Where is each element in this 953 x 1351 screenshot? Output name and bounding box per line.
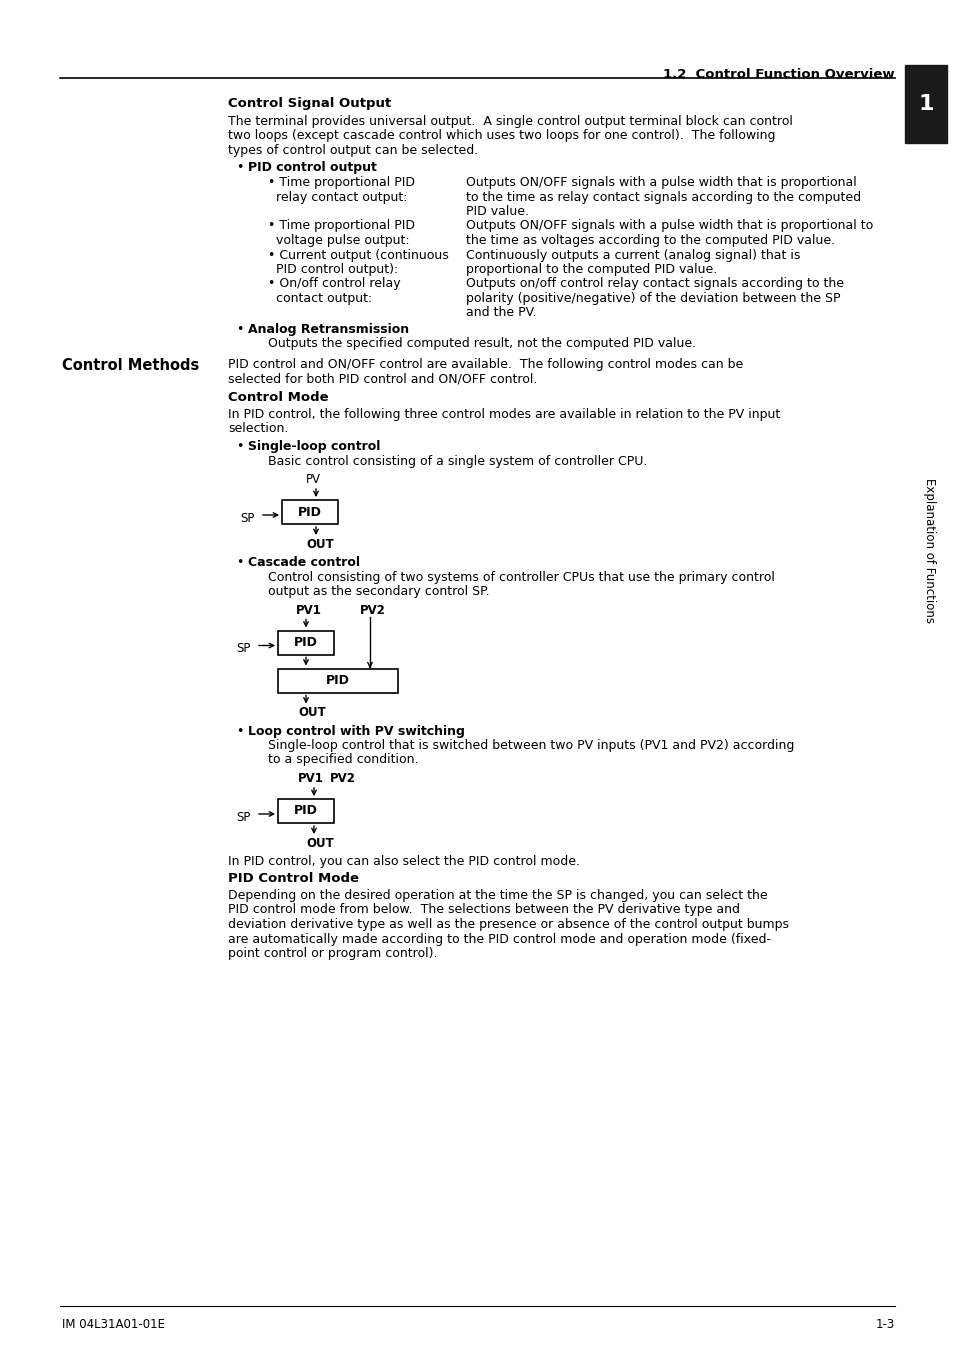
- Text: 1: 1: [918, 95, 933, 113]
- Text: Basic control consisting of a single system of controller CPU.: Basic control consisting of a single sys…: [268, 454, 647, 467]
- Text: to the time as relay contact signals according to the computed: to the time as relay contact signals acc…: [465, 190, 861, 204]
- Bar: [282, 500, 337, 524]
- Text: deviation derivative type as well as the presence or absence of the control outp: deviation derivative type as well as the…: [228, 917, 788, 931]
- Text: Explanation of Functions: Explanation of Functions: [923, 477, 936, 623]
- Text: PID: PID: [294, 636, 317, 648]
- Text: •: •: [235, 724, 243, 738]
- Text: point control or program control).: point control or program control).: [228, 947, 437, 961]
- Text: PV: PV: [306, 473, 320, 486]
- Text: 1.2  Control Function Overview: 1.2 Control Function Overview: [662, 68, 894, 81]
- Text: Loop control with PV switching: Loop control with PV switching: [248, 724, 464, 738]
- Text: OUT: OUT: [306, 838, 334, 850]
- Text: PV1: PV1: [297, 771, 323, 785]
- Text: Continuously outputs a current (analog signal) that is: Continuously outputs a current (analog s…: [465, 249, 800, 262]
- Text: Cascade control: Cascade control: [248, 557, 359, 569]
- Text: types of control output can be selected.: types of control output can be selected.: [228, 145, 477, 157]
- Text: PID: PID: [297, 505, 321, 519]
- Text: the time as voltages according to the computed PID value.: the time as voltages according to the co…: [465, 234, 834, 247]
- Text: PV1: PV1: [295, 604, 321, 616]
- Text: PV2: PV2: [330, 771, 355, 785]
- Text: •: •: [235, 440, 243, 453]
- Text: Depending on the desired operation at the time the SP is changed, you can select: Depending on the desired operation at th…: [228, 889, 767, 902]
- Text: Control Signal Output: Control Signal Output: [228, 97, 391, 109]
- Text: and the PV.: and the PV.: [465, 307, 536, 319]
- Text: proportional to the computed PID value.: proportional to the computed PID value.: [465, 263, 717, 276]
- Text: Control Mode: Control Mode: [228, 390, 328, 404]
- Text: •: •: [235, 323, 243, 336]
- Text: Outputs the specified computed result, not the computed PID value.: Outputs the specified computed result, n…: [268, 338, 696, 350]
- Text: are automatically made according to the PID control mode and operation mode (fix: are automatically made according to the …: [228, 932, 770, 946]
- Text: In PID control, you can also select the PID control mode.: In PID control, you can also select the …: [228, 855, 579, 867]
- Text: PV2: PV2: [359, 604, 385, 616]
- Text: Control consisting of two systems of controller CPUs that use the primary contro: Control consisting of two systems of con…: [268, 570, 774, 584]
- Text: contact output:: contact output:: [268, 292, 372, 305]
- Text: PID value.: PID value.: [465, 205, 529, 218]
- Text: Outputs on/off control relay contact signals according to the: Outputs on/off control relay contact sig…: [465, 277, 843, 290]
- Text: Outputs ON/OFF signals with a pulse width that is proportional to: Outputs ON/OFF signals with a pulse widt…: [465, 219, 872, 232]
- Text: relay contact output:: relay contact output:: [268, 190, 407, 204]
- Text: output as the secondary control SP.: output as the secondary control SP.: [268, 585, 489, 598]
- Text: In PID control, the following three control modes are available in relation to t: In PID control, the following three cont…: [228, 408, 780, 422]
- Bar: [277, 798, 334, 823]
- Bar: [277, 669, 397, 693]
- Text: •: •: [235, 557, 243, 569]
- Text: SP: SP: [235, 643, 250, 655]
- Text: • On/off control relay: • On/off control relay: [268, 277, 400, 290]
- Text: Single-loop control that is switched between two PV inputs (PV1 and PV2) accordi: Single-loop control that is switched bet…: [268, 739, 794, 753]
- Text: to a specified condition.: to a specified condition.: [268, 754, 418, 766]
- Text: • Current output (continuous: • Current output (continuous: [268, 249, 448, 262]
- Text: SP: SP: [240, 512, 254, 526]
- Text: •: •: [235, 162, 243, 174]
- Text: Control Methods: Control Methods: [62, 358, 199, 373]
- Text: OUT: OUT: [306, 538, 334, 551]
- Text: selected for both PID control and ON/OFF control.: selected for both PID control and ON/OFF…: [228, 373, 537, 385]
- Text: PID control output):: PID control output):: [268, 263, 397, 276]
- Text: Outputs ON/OFF signals with a pulse width that is proportional: Outputs ON/OFF signals with a pulse widt…: [465, 176, 856, 189]
- Text: PID Control Mode: PID Control Mode: [228, 871, 358, 885]
- Text: two loops (except cascade control which uses two loops for one control).  The fo: two loops (except cascade control which …: [228, 130, 775, 142]
- Text: SP: SP: [235, 811, 250, 824]
- Text: • Time proportional PID: • Time proportional PID: [268, 176, 415, 189]
- Bar: [277, 631, 334, 654]
- Text: PID control output: PID control output: [248, 162, 376, 174]
- Bar: [904, 65, 946, 143]
- Text: PID control mode from below.  The selections between the PV derivative type and: PID control mode from below. The selecti…: [228, 904, 740, 916]
- Text: OUT: OUT: [297, 707, 325, 720]
- Text: • Time proportional PID: • Time proportional PID: [268, 219, 415, 232]
- Text: PID: PID: [294, 804, 317, 817]
- Text: polarity (positive/negative) of the deviation between the SP: polarity (positive/negative) of the devi…: [465, 292, 840, 305]
- Text: PID: PID: [326, 674, 350, 688]
- Text: IM 04L31A01-01E: IM 04L31A01-01E: [62, 1319, 165, 1331]
- Text: Analog Retransmission: Analog Retransmission: [248, 323, 409, 336]
- Text: 1-3: 1-3: [875, 1319, 894, 1331]
- Text: voltage pulse output:: voltage pulse output:: [268, 234, 409, 247]
- Text: selection.: selection.: [228, 423, 288, 435]
- Text: PID control and ON/OFF control are available.  The following control modes can b: PID control and ON/OFF control are avail…: [228, 358, 742, 372]
- Text: The terminal provides universal output.  A single control output terminal block : The terminal provides universal output. …: [228, 115, 792, 128]
- Text: Single-loop control: Single-loop control: [248, 440, 380, 453]
